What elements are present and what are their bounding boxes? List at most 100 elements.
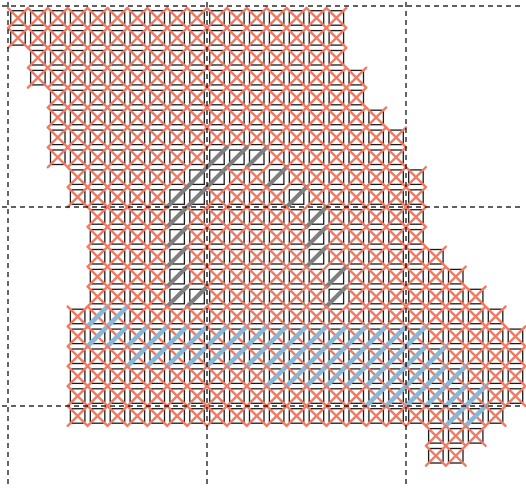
grid-cell (268, 69, 285, 86)
grid-cell (427, 427, 444, 444)
cross-stitch (204, 165, 229, 190)
stitch-main (384, 185, 408, 209)
cross-stitch (363, 383, 389, 409)
cross-stitch (6, 6, 30, 30)
stitch-main (106, 86, 129, 109)
grid-cell (447, 288, 464, 305)
cross-stitch (444, 444, 467, 467)
cross-stitch (345, 66, 368, 89)
cross-stitch (265, 404, 288, 428)
grid-cell (268, 49, 285, 66)
cross-stitch (265, 26, 288, 49)
cross-stitch (66, 126, 89, 149)
cross-stitch (146, 46, 169, 69)
grid-cell (248, 288, 265, 305)
grid-cell (388, 268, 404, 285)
grid-cell (189, 209, 205, 225)
stitch-main (305, 66, 328, 89)
stitch-main (305, 6, 328, 30)
stitch-main (225, 106, 249, 129)
stitch-main (464, 365, 487, 388)
stitch-shadow (165, 264, 190, 289)
stitch-main (285, 26, 308, 49)
cross-stitch (146, 165, 169, 189)
cross-stitch (86, 46, 109, 69)
grid-cell (49, 109, 66, 126)
cross-stitch (66, 365, 89, 388)
cross-stitch (46, 66, 69, 89)
stitch-river (184, 343, 210, 369)
grid-cell (348, 328, 365, 345)
cross-stitch (225, 265, 249, 288)
cross-stitch (285, 384, 308, 408)
stitch-river (324, 363, 349, 389)
grid-cell (149, 388, 166, 404)
grid-cell (268, 109, 285, 126)
stitch-main (384, 165, 408, 189)
stitch-main (126, 165, 149, 189)
stitch-main (205, 365, 229, 388)
cross-stitch (185, 365, 209, 388)
cross-stitch (66, 325, 89, 348)
cross-stitch (185, 185, 210, 210)
stitch-main (484, 384, 507, 408)
grid-cell (228, 169, 245, 186)
cross-stitch (264, 324, 289, 349)
stitch-river (403, 383, 429, 409)
grid-cell (248, 348, 265, 365)
grid-cell (308, 29, 325, 46)
cross-stitch (325, 384, 348, 408)
cross-stitch (444, 424, 467, 447)
cross-stitch (384, 225, 408, 249)
grid-cell (308, 308, 325, 325)
cross-stitch (86, 165, 109, 189)
grid-cell (228, 149, 245, 166)
grid-cell (228, 69, 245, 86)
grid-cell (89, 209, 106, 225)
grid-cell (69, 109, 86, 126)
stitch-main (265, 205, 288, 229)
stitch-main (404, 205, 428, 229)
cross-stitch (165, 86, 189, 109)
cross-stitch (285, 86, 308, 109)
cross-stitch (145, 343, 170, 369)
stitch-main (444, 305, 467, 328)
stitch-main (185, 205, 209, 229)
stitch-main (265, 245, 288, 268)
grid-cell (169, 408, 186, 424)
grid-cell (169, 189, 186, 205)
stitch-main (66, 126, 89, 149)
stitch-main (165, 26, 189, 49)
grid-cell (348, 129, 365, 146)
cross-stitch (146, 384, 169, 408)
stitch-main (165, 86, 189, 109)
grid-cell (408, 388, 424, 404)
cross-stitch (26, 66, 49, 89)
grid-cell (427, 368, 444, 385)
cross-stitch (106, 26, 129, 49)
stitch-main (185, 86, 209, 109)
stitch-river (363, 324, 389, 349)
cross-stitch (504, 345, 526, 368)
grid-cell (149, 149, 166, 166)
grid-cell (228, 248, 245, 265)
stitch-main (185, 305, 209, 328)
grid-cell (189, 89, 205, 106)
grid-cell (268, 209, 285, 225)
grid-cell (348, 288, 365, 305)
grid-cell (209, 408, 225, 424)
grid-cell (129, 388, 146, 404)
cross-stitch (404, 165, 428, 189)
stitch-river (244, 324, 270, 349)
stitch-main (126, 6, 149, 30)
cross-stitch (66, 6, 89, 30)
cross-stitch (165, 384, 189, 408)
cross-stitch (205, 365, 229, 388)
cross-stitch (86, 225, 109, 249)
grid-cell (447, 348, 464, 365)
cross-stitch (245, 6, 268, 30)
stitch-main (345, 146, 368, 169)
grid-cell (109, 248, 126, 265)
stitch-main (46, 146, 69, 169)
cross-stitch (424, 424, 447, 447)
